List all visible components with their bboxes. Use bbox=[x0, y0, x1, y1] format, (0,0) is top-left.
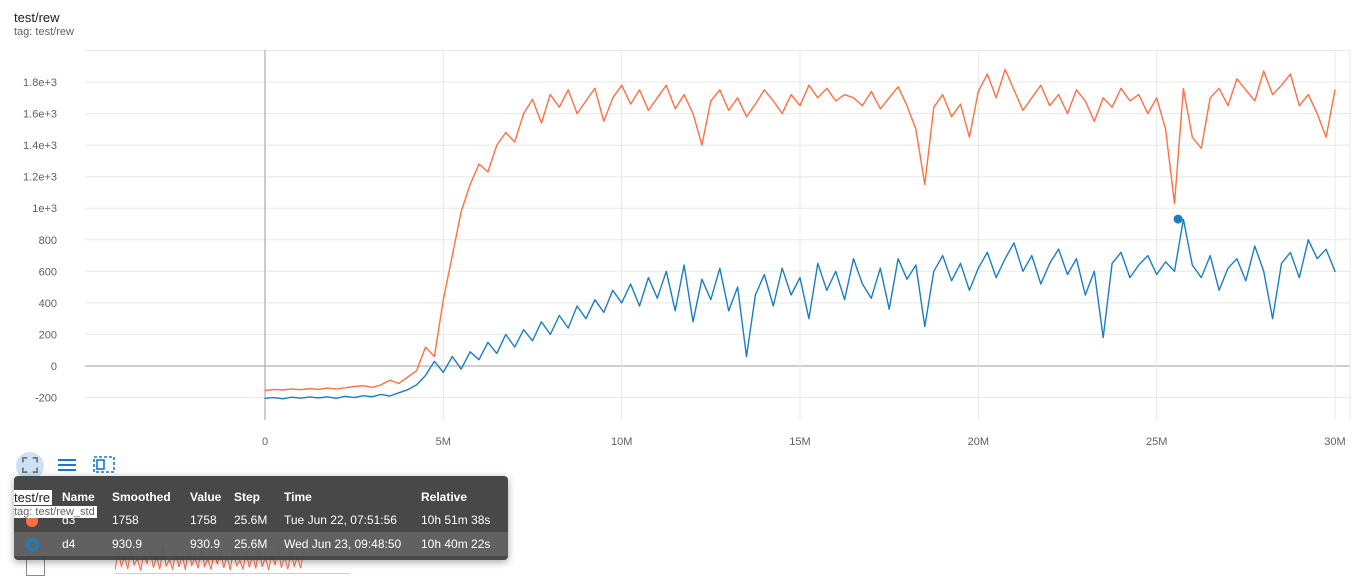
svg-text:1.2e+3: 1.2e+3 bbox=[23, 172, 57, 184]
tooltip-header-cell: Step bbox=[234, 490, 261, 504]
svg-text:1e+3: 1e+3 bbox=[32, 203, 57, 215]
expand-chart-button[interactable] bbox=[16, 452, 44, 480]
tooltip-header-row: Name Smoothed Value Step Time Relative bbox=[14, 486, 508, 508]
svg-text:0: 0 bbox=[51, 361, 57, 373]
tooltip-header-cell: Relative bbox=[421, 490, 468, 504]
tooltip-cell: 25.6M bbox=[234, 537, 268, 551]
main-chart[interactable]: -200 0 200 400 600 800 1e+3 1.2e+3 1.4e+3 1.6e+3 1… bbox=[0, 0, 1358, 450]
tooltip-cell: 930.9 bbox=[190, 537, 221, 551]
svg-text:1.6e+3: 1.6e+3 bbox=[23, 109, 57, 121]
svg-text:0: 0 bbox=[262, 436, 268, 448]
tooltip-cell: 1758 bbox=[112, 513, 139, 527]
tooltip-cell: 10h 51m 38s bbox=[421, 513, 491, 527]
second-chart-tag: tag: test/rew_std bbox=[14, 506, 97, 518]
fullscreen-icon bbox=[22, 456, 38, 476]
svg-text:1.8e+3: 1.8e+3 bbox=[23, 77, 57, 89]
tooltip-header-cell: Time bbox=[284, 490, 312, 504]
hamburger-icon bbox=[58, 458, 76, 475]
svg-text:5M: 5M bbox=[436, 436, 451, 448]
tooltip-cell: Tue Jun 22, 07:51:56 bbox=[284, 513, 397, 527]
second-chart-title: test/re bbox=[14, 490, 53, 505]
svg-text:800: 800 bbox=[39, 235, 57, 247]
run-color-swatch bbox=[26, 538, 39, 552]
chart-tag: tag: test/rew bbox=[14, 26, 74, 38]
tooltip-header-cell: Value bbox=[190, 490, 222, 504]
fit-to-data-icon bbox=[93, 456, 115, 476]
fit-domain-button[interactable] bbox=[90, 452, 118, 480]
svg-text:30M: 30M bbox=[1324, 436, 1345, 448]
svg-text:-200: -200 bbox=[35, 393, 57, 405]
tooltip-row-d4: d4 930.9 930.9 25.6M Wed Jun 23, 09:48:50 10h… bbox=[14, 532, 508, 556]
run-menu-button[interactable] bbox=[53, 452, 81, 480]
tooltip-header-cell: Name bbox=[62, 490, 95, 504]
tooltip-cell: 930.9 bbox=[112, 537, 143, 551]
chart-title: test/rew bbox=[14, 10, 60, 25]
svg-text:600: 600 bbox=[39, 266, 57, 278]
svg-text:15M: 15M bbox=[789, 436, 810, 448]
tooltip-cell: 25.6M bbox=[234, 513, 268, 527]
tooltip-cell: d4 bbox=[62, 537, 76, 551]
chart-toolbar bbox=[16, 452, 118, 480]
chart-tooltip: Name Smoothed Value Step Time Relative d3 1758 1… bbox=[14, 476, 508, 560]
tooltip-cell: 1758 bbox=[190, 513, 217, 527]
second-chart-card-header: test/re tag: test/rew_std bbox=[14, 490, 97, 519]
chart-card-header: test/rew tag: test/rew bbox=[14, 10, 74, 39]
svg-text:1.4e+3: 1.4e+3 bbox=[23, 140, 57, 152]
tooltip-header-cell: Smoothed bbox=[112, 490, 171, 504]
svg-text:400: 400 bbox=[39, 298, 57, 310]
tooltip-cell: Wed Jun 23, 09:48:50 bbox=[284, 537, 402, 551]
svg-text:200: 200 bbox=[39, 329, 57, 341]
svg-text:20M: 20M bbox=[968, 436, 989, 448]
svg-text:10M: 10M bbox=[611, 436, 632, 448]
tooltip-cell: 10h 40m 22s bbox=[421, 537, 491, 551]
svg-text:25M: 25M bbox=[1146, 436, 1167, 448]
